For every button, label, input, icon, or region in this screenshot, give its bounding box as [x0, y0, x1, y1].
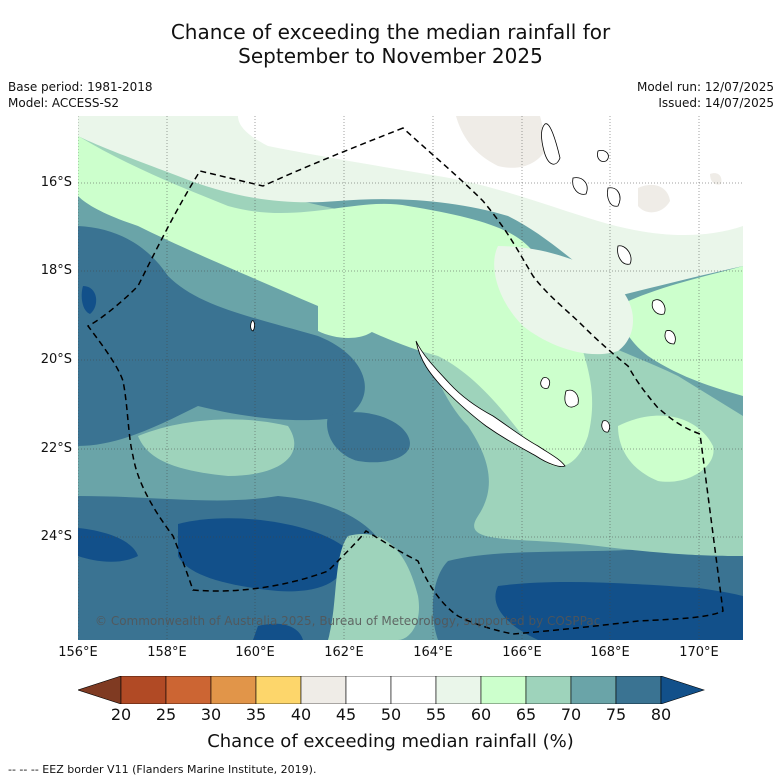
lat-label: 16°S	[40, 175, 72, 190]
loyalty-islands-3	[601, 420, 611, 433]
new-caledonia-coast	[415, 340, 566, 467]
model-name: Model: ACCESS-S2	[8, 96, 120, 110]
colorbar-tick: 70	[560, 705, 582, 724]
vanuatu-5	[617, 245, 632, 265]
colorbar-cell	[435, 676, 482, 704]
band-60-65	[78, 136, 593, 467]
colorbar-extend-high	[660, 676, 705, 704]
colorbar-tick: 30	[200, 705, 222, 724]
copyright-notice: © Commonwealth of Australia 2025, Bureau…	[95, 614, 601, 628]
vanuatu-7	[664, 330, 676, 345]
band-80-southcentral	[178, 518, 346, 592]
band-60-65-se	[618, 415, 714, 482]
colorbar-cell	[525, 676, 572, 704]
chesterfield-islands	[250, 320, 255, 332]
map-svg	[78, 116, 743, 640]
band-65-70-south	[328, 534, 419, 640]
map-title-line2: September to November 2025	[238, 44, 543, 68]
vanuatu-6	[651, 299, 666, 315]
lon-label: 166°E	[502, 645, 542, 660]
colorbar-tick: 80	[650, 705, 672, 724]
coastlines	[250, 123, 676, 467]
colorbar-cell	[570, 676, 617, 704]
vanuatu-3	[572, 177, 588, 195]
colorbar-extend-low	[78, 676, 122, 704]
colorbar-tick: 20	[110, 705, 132, 724]
colorbar-cell	[345, 676, 392, 704]
colorbar-tick: 45	[335, 705, 357, 724]
colorbar-cell	[390, 676, 437, 704]
lon-label: 162°E	[324, 645, 364, 660]
loyalty-islands-2	[564, 389, 579, 408]
colorbar-title: Chance of exceeding median rainfall (%)	[207, 731, 574, 752]
colorbar-tick: 75	[605, 705, 627, 724]
vanuatu-4	[607, 187, 621, 207]
colorbar-cell	[300, 676, 347, 704]
band-75-80-west	[78, 226, 365, 446]
lat-label: 24°S	[40, 529, 72, 544]
colorbar-cell	[165, 676, 212, 704]
map-title-line1: Chance of exceeding the median rainfall …	[170, 20, 611, 44]
band-40-45-c	[710, 173, 722, 185]
band-40-45-a	[456, 116, 548, 168]
band-55-60-east	[494, 246, 633, 355]
lon-label: 170°E	[679, 645, 719, 660]
lon-label: 168°E	[590, 645, 630, 660]
lon-label: 160°E	[235, 645, 275, 660]
eez-legend-note: -- -- -- EEZ border V11 (Flanders Marine…	[8, 763, 317, 776]
rainfall-map	[78, 116, 743, 640]
lat-label: 20°S	[40, 352, 72, 367]
colorbar-tick: 60	[470, 705, 492, 724]
lat-label: 22°S	[40, 441, 72, 456]
loyalty-islands-1	[540, 377, 551, 389]
eez-border	[86, 127, 724, 635]
colorbar-tick: 25	[155, 705, 177, 724]
colorbar-cell	[120, 676, 167, 704]
colorbar-tick: 35	[245, 705, 267, 724]
lon-label: 156°E	[58, 645, 98, 660]
band-80-sw	[78, 528, 138, 562]
band-40-45-b	[638, 184, 670, 213]
issued-date: Issued: 14/07/2025	[658, 96, 774, 110]
colorbar-tick: 55	[425, 705, 447, 724]
colorbar	[78, 676, 705, 704]
colorbar-cell	[210, 676, 257, 704]
band-60-65-mid	[318, 302, 378, 338]
model-run: Model run: 12/07/2025	[636, 80, 774, 94]
band-80-sbottom	[253, 623, 303, 640]
band-80-se	[495, 582, 743, 640]
colorbar-cell	[255, 676, 302, 704]
lon-label: 158°E	[147, 645, 187, 660]
lon-label: 164°E	[413, 645, 453, 660]
colorbar-cell	[480, 676, 527, 704]
band-80-west	[81, 286, 97, 314]
colorbar-cell	[615, 676, 662, 704]
colorbar-tick: 40	[290, 705, 312, 724]
band-60-65-east	[618, 266, 743, 396]
band-75-80-mid	[327, 412, 410, 463]
vanuatu-2	[597, 149, 609, 162]
lat-label: 18°S	[40, 263, 72, 278]
vanuatu-1	[541, 123, 561, 165]
colorbar-tick: 50	[380, 705, 402, 724]
base-period: Base period: 1981-2018	[8, 80, 153, 94]
colorbar-tick: 65	[515, 705, 537, 724]
